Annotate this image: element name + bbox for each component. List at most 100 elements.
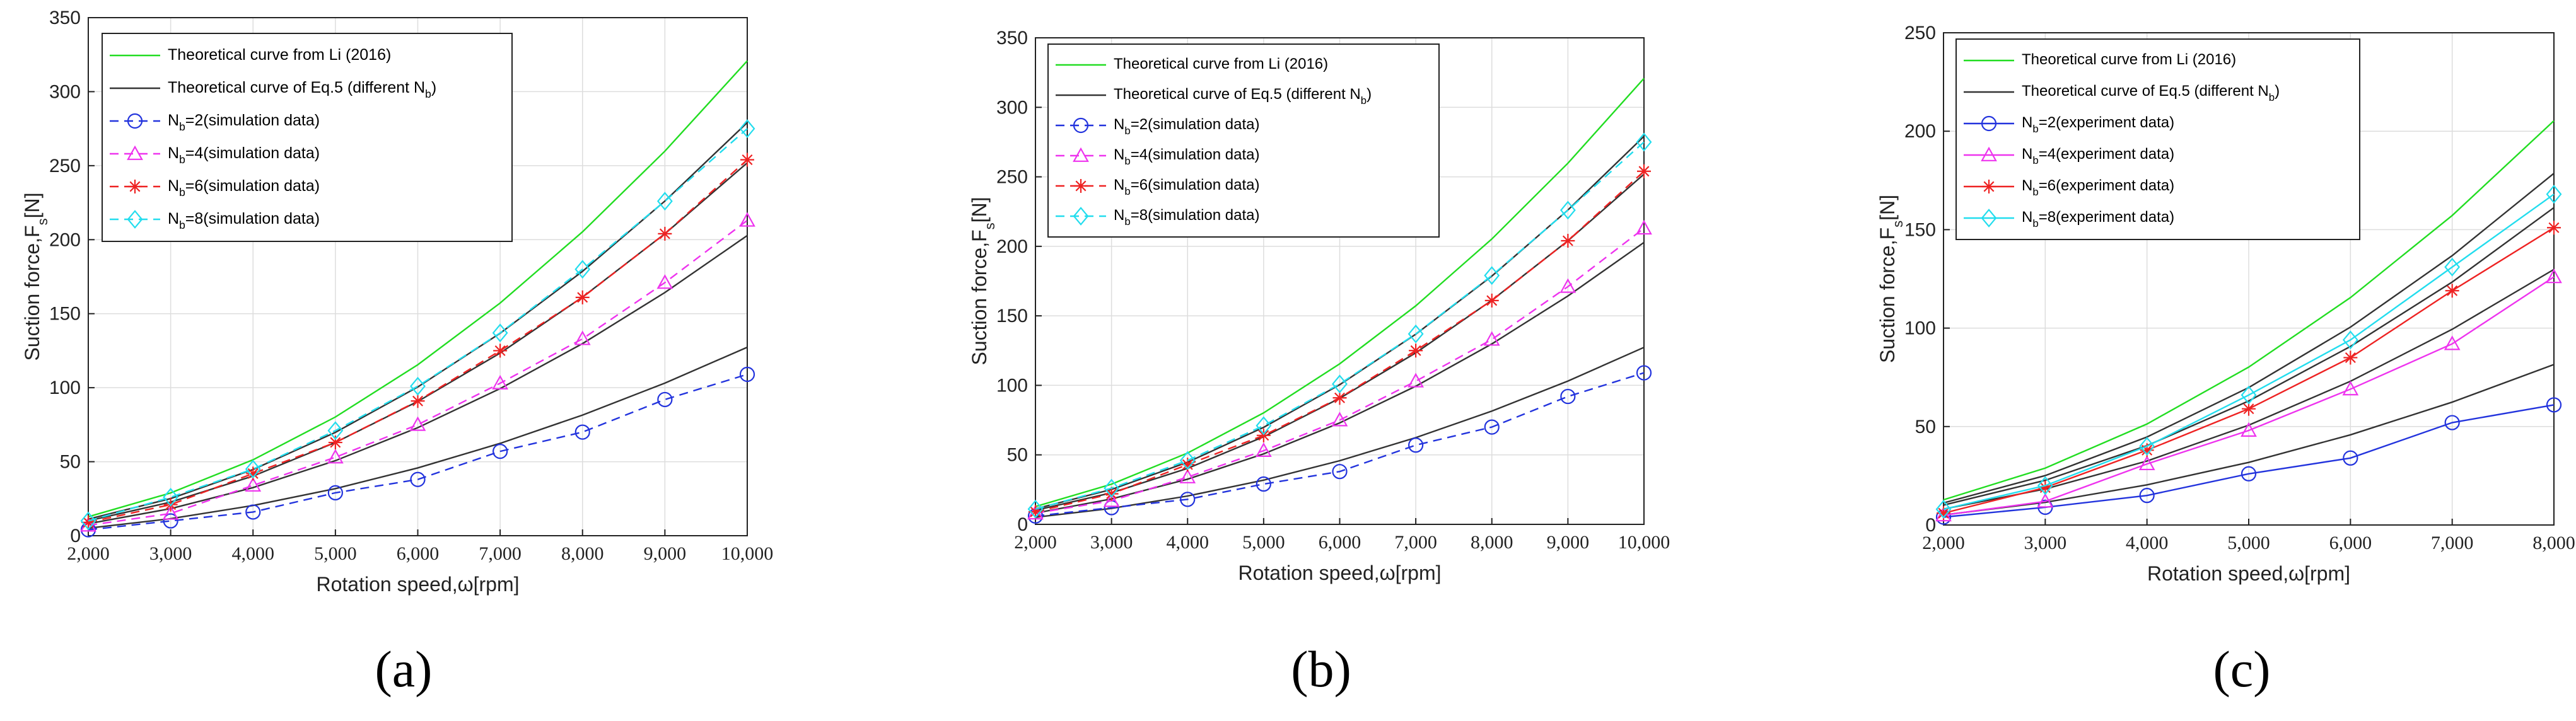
legend-label: Nb=4(simulation data) — [168, 144, 320, 166]
legend-marker — [127, 210, 143, 229]
x-tick-label: 8,000 — [561, 543, 604, 564]
data-point — [1256, 476, 1271, 492]
x-axis-label: Rotation speed,ω[rpm] — [316, 573, 519, 596]
data-point — [2546, 268, 2562, 284]
x-tick-label: 5,000 — [314, 543, 357, 564]
legend-marker — [1073, 207, 1089, 226]
data-point — [1408, 437, 1424, 453]
legend-label: Nb=8(simulation data) — [168, 210, 320, 231]
data-point — [1560, 388, 1576, 405]
data-point — [1256, 428, 1271, 442]
data-point — [410, 376, 426, 396]
legend-label: Theoretical curve from Li (2016) — [1114, 55, 1328, 72]
data-point — [492, 374, 508, 389]
x-tick-label: 2,000 — [1014, 532, 1057, 553]
legend-item: Nb=8(simulation data) — [110, 210, 320, 231]
y-tick-label: 350 — [996, 28, 1028, 49]
data-point — [575, 290, 590, 304]
legend-marker — [1981, 209, 1997, 228]
x-tick-label: 4,000 — [232, 543, 275, 564]
series-line-theory-eq5-Nb2 — [88, 346, 748, 529]
legend-box — [1955, 38, 2360, 240]
x-tick-label: 6,000 — [1319, 532, 1361, 553]
data-point — [1484, 293, 1499, 308]
y-tick-label: 200 — [996, 236, 1028, 257]
legend-label: Nb=2(simulation data) — [1114, 116, 1259, 137]
legend-item: Nb=2(simulation data) — [110, 112, 320, 133]
legend-item: Nb=2(simulation data) — [1056, 116, 1259, 137]
data-point — [1104, 478, 1120, 498]
data-point — [1104, 487, 1119, 501]
y-tick-label: 50 — [1915, 417, 1936, 437]
series-group — [80, 60, 755, 538]
y-tick-label: 250 — [49, 156, 81, 176]
legend-item: Theoretical curve from Li (2016) — [1964, 51, 2236, 68]
caption-b: (b) — [1291, 640, 1351, 698]
data-point — [1409, 343, 1423, 358]
data-point — [163, 488, 179, 507]
data-point — [574, 424, 590, 440]
data-point — [656, 192, 673, 211]
x-tick-label: 3,000 — [2024, 533, 2067, 553]
data-point — [1179, 451, 1196, 470]
legend-label: Nb=8(experiment data) — [2022, 209, 2174, 229]
data-point — [2037, 493, 2054, 508]
caption-c: (c) — [2213, 640, 2271, 698]
data-point — [1103, 492, 1120, 507]
y-tick-label: 250 — [1904, 23, 1936, 43]
data-point — [327, 485, 343, 500]
legend-label: Nb=4(experiment data) — [2022, 146, 2174, 166]
x-tick-label: 2,000 — [67, 543, 110, 564]
x-tick-label: 7,000 — [1394, 532, 1437, 553]
data-point — [411, 394, 425, 408]
y-axis-label: Suction force,Fs[N] — [968, 197, 998, 365]
data-point — [245, 504, 261, 520]
data-point — [1180, 492, 1196, 507]
x-tick-label: 5,000 — [1242, 532, 1285, 553]
y-tick-label: 250 — [996, 167, 1028, 188]
x-tick-label: 6,000 — [397, 543, 440, 564]
x-tick-label: 7,000 — [479, 543, 522, 564]
series-line-0 — [1035, 78, 1645, 507]
legend-item: Nb=8(simulation data) — [1056, 207, 1259, 228]
x-axis-label: Rotation speed,ω[rpm] — [2147, 562, 2350, 585]
legend-item: Nb=4(experiment data) — [1964, 146, 2174, 166]
data-point — [1636, 132, 1652, 152]
series-line-theory-eq5-Nb2 — [1943, 364, 2555, 516]
data-point — [1484, 266, 1500, 286]
legend-item: Nb=6(simulation data) — [1056, 176, 1259, 197]
data-point — [327, 449, 344, 464]
x-tick-label: 8,000 — [1471, 532, 1513, 553]
x-tick-label: 9,000 — [1547, 532, 1590, 553]
series-line-2 — [1035, 372, 1645, 517]
legend: Theoretical curve from Li (2016) Theoreti… — [1955, 38, 2360, 240]
data-point — [328, 435, 342, 450]
legend-marker — [127, 113, 143, 129]
legend-box — [1047, 43, 1440, 238]
data-point — [2139, 437, 2155, 456]
chart-panel-a: 2,000 3,000 4,000 5,000 6,000 7,000 8,000 9,000… — [21, 8, 774, 596]
data-point — [1256, 442, 1272, 457]
data-point — [1407, 372, 1424, 388]
data-point — [1407, 324, 1424, 343]
y-tick-label: 150 — [996, 306, 1028, 326]
data-point — [739, 366, 755, 383]
data-point — [656, 274, 673, 289]
legend-label: Theoretical curve from Li (2016) — [2022, 51, 2236, 68]
data-point — [2547, 221, 2561, 235]
data-point — [2342, 381, 2359, 396]
data-point — [1256, 416, 1272, 435]
data-point — [1637, 164, 1651, 178]
data-point — [1559, 200, 1576, 220]
data-point — [574, 260, 591, 279]
data-point — [658, 226, 672, 241]
legend-label: Nb=8(simulation data) — [1114, 207, 1259, 228]
y-tick-label: 300 — [996, 97, 1028, 118]
data-point — [162, 505, 179, 520]
legend-label: Nb=2(simulation data) — [168, 112, 320, 133]
data-point — [246, 466, 260, 481]
x-tick-label: 10,000 — [721, 543, 774, 564]
data-point — [80, 511, 96, 531]
data-point — [2241, 466, 2257, 482]
legend-item: Nb=2(experiment data) — [1964, 114, 2174, 135]
